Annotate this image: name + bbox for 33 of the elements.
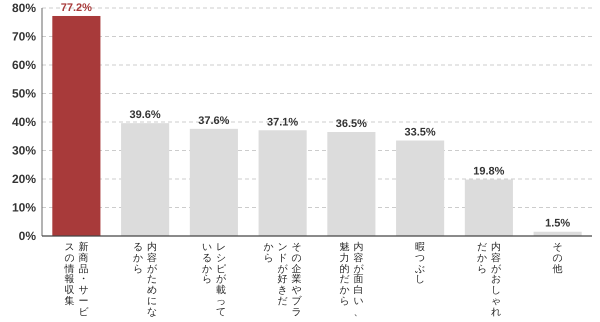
data-label: 1.5% bbox=[545, 218, 570, 230]
bar bbox=[396, 140, 444, 236]
data-label: 36.5% bbox=[336, 118, 368, 130]
x-tick-label: その他 bbox=[552, 242, 564, 277]
y-tick-label: 30% bbox=[12, 144, 36, 158]
category-label: 内容が面白い、魅力的だから bbox=[339, 242, 364, 318]
y-tick-label: 0% bbox=[18, 229, 36, 243]
x-tick-label: 暇つぶし bbox=[414, 242, 426, 288]
data-label: 39.6% bbox=[130, 109, 161, 122]
data-label: 77.2% bbox=[60, 2, 92, 14]
y-tick-label: 40% bbox=[12, 115, 36, 129]
category-label: その企業やブランドが好きだから bbox=[264, 242, 302, 318]
data-label: 37.1% bbox=[267, 116, 298, 128]
bar bbox=[534, 232, 582, 236]
y-tick-label: 60% bbox=[12, 58, 36, 72]
bar bbox=[121, 123, 170, 236]
category-label: 新商品・サービスの情報収集 bbox=[64, 242, 88, 318]
y-tick-label: 80% bbox=[12, 1, 36, 15]
category-label: レシピが載っているから bbox=[202, 242, 226, 318]
data-label: 19.8% bbox=[473, 166, 505, 178]
bar bbox=[464, 180, 513, 236]
y-tick-label: 10% bbox=[12, 200, 36, 214]
category-label: 内容がためになるから bbox=[133, 242, 158, 318]
bar bbox=[258, 130, 307, 236]
y-tick-label: 20% bbox=[12, 172, 36, 186]
data-label: 37.6% bbox=[198, 114, 230, 127]
bar bbox=[190, 128, 238, 236]
category-label: 内容がおしゃれだから bbox=[476, 242, 501, 318]
bar bbox=[52, 16, 100, 236]
data-label: 33.5% bbox=[404, 126, 436, 139]
y-tick-label: 50% bbox=[12, 86, 36, 100]
bar bbox=[327, 132, 376, 236]
y-tick-label: 70% bbox=[12, 30, 36, 44]
